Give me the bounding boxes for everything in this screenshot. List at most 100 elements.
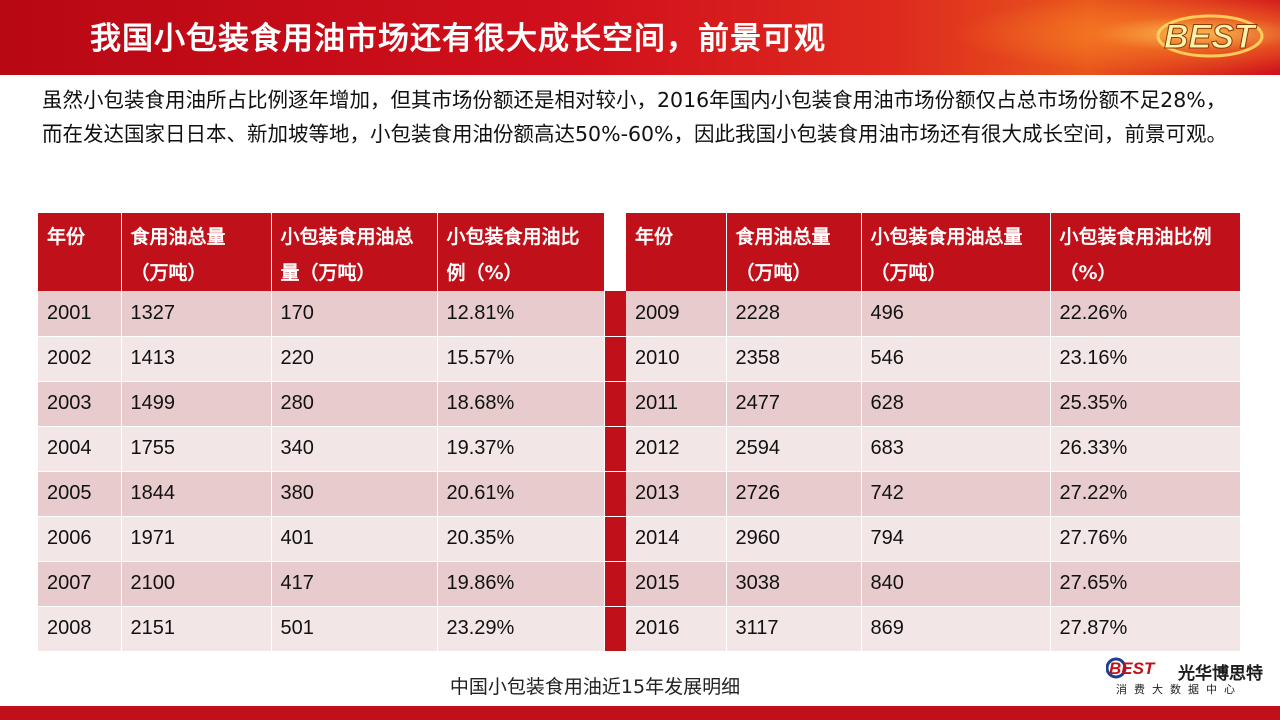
title-banner: 我国小包装食用油市场还有很大成长空间，前景可观 BEST xyxy=(0,0,1280,75)
table-cell: 23.16% xyxy=(1050,336,1241,382)
table-cell: 19.37% xyxy=(437,426,605,472)
gap-bar xyxy=(604,291,627,336)
table-gap xyxy=(604,336,627,382)
table-cell: 2007 xyxy=(38,561,122,607)
table-cell: 2016 xyxy=(626,606,727,652)
table-gap xyxy=(604,471,627,517)
table-cell: 2014 xyxy=(626,516,727,562)
table-cell: 27.22% xyxy=(1050,471,1241,517)
table-cell: 3117 xyxy=(726,606,862,652)
table-cell: 2358 xyxy=(726,336,862,382)
table-cell: 2006 xyxy=(38,516,122,562)
table-cell: 2010 xyxy=(626,336,727,382)
table-gap xyxy=(604,561,627,607)
svg-text:BEST: BEST xyxy=(1164,18,1258,56)
column-header: 小包装食用油总量（万吨） xyxy=(861,213,1051,291)
table-gap xyxy=(604,381,627,427)
table-cell: 628 xyxy=(861,381,1051,427)
table-caption: 中国小包装食用油近15年发展明细 xyxy=(449,676,741,698)
table-header-row: 年份 食用油总量（万吨） 小包装食用油总量（万吨） 小包装食用油比例（%） 年份 食用油总… xyxy=(38,213,1241,291)
table-gap xyxy=(604,426,627,472)
table-gap xyxy=(604,516,627,562)
table-cell: 20.61% xyxy=(437,471,605,517)
table-cell: 2003 xyxy=(38,381,122,427)
table-cell: 27.76% xyxy=(1050,516,1241,562)
table-cell: 1413 xyxy=(121,336,272,382)
table-cell: 546 xyxy=(861,336,1051,382)
table-cell: 1755 xyxy=(121,426,272,472)
table-cell: 742 xyxy=(861,471,1051,517)
column-header: 小包装食用油比例（%） xyxy=(1050,213,1241,291)
table-cell: 401 xyxy=(271,516,438,562)
table-row: 2008 2151 501 23.29% 2016 3117 869 27.87% xyxy=(38,606,1241,652)
column-header: 食用油总量（万吨） xyxy=(121,213,272,291)
table-cell: 1327 xyxy=(121,291,272,337)
table-gap xyxy=(604,606,627,652)
table-cell: 170 xyxy=(271,291,438,337)
table-cell: 2013 xyxy=(626,471,727,517)
table-cell: 12.81% xyxy=(437,291,605,337)
bottom-bar xyxy=(0,706,1280,720)
table-cell: 1971 xyxy=(121,516,272,562)
table-cell: 26.33% xyxy=(1050,426,1241,472)
page-title: 我国小包装食用油市场还有很大成长空间，前景可观 xyxy=(90,21,826,57)
table-cell: 2477 xyxy=(726,381,862,427)
best-logo-icon: BEST xyxy=(1156,14,1264,58)
table-gap xyxy=(604,291,627,337)
table-row: 2006 1971 401 20.35% 2014 2960 794 27.76% xyxy=(38,516,1241,562)
column-header: 年份 xyxy=(626,213,727,291)
table-cell: 2594 xyxy=(726,426,862,472)
best-brand-icon: BEST xyxy=(1106,657,1156,679)
table-cell: 380 xyxy=(271,471,438,517)
table-cell: 496 xyxy=(861,291,1051,337)
svg-text:BEST: BEST xyxy=(1109,659,1156,678)
intro-paragraph: 虽然小包装食用油所占比例逐年增加，但其市场份额还是相对较小，2016年国内小包装… xyxy=(42,88,1228,146)
table-cell: 794 xyxy=(861,516,1051,562)
brand-footer: BEST 光华博思特 消费大数据中心 xyxy=(1106,657,1266,701)
table-cell: 1499 xyxy=(121,381,272,427)
table-cell: 22.26% xyxy=(1050,291,1241,337)
table-cell: 840 xyxy=(861,561,1051,607)
table-cell: 19.86% xyxy=(437,561,605,607)
table-cell: 2005 xyxy=(38,471,122,517)
table-cell: 2012 xyxy=(626,426,727,472)
brand-name: 光华博思特 xyxy=(1178,664,1263,684)
table-row: 2005 1844 380 20.61% 2013 2726 742 27.22% xyxy=(38,471,1241,517)
column-header: 小包装食用油比例（%） xyxy=(437,213,605,291)
table-cell: 2015 xyxy=(626,561,727,607)
table-cell: 220 xyxy=(271,336,438,382)
gap-bar xyxy=(604,516,627,561)
table-cell: 501 xyxy=(271,606,438,652)
table-cell: 25.35% xyxy=(1050,381,1241,427)
table-cell: 683 xyxy=(861,426,1051,472)
table-cell: 340 xyxy=(271,426,438,472)
table-cell: 869 xyxy=(861,606,1051,652)
table-cell: 2002 xyxy=(38,336,122,382)
table-cell: 1844 xyxy=(121,471,272,517)
table-row: 2007 2100 417 19.86% 2015 3038 840 27.65% xyxy=(38,561,1241,607)
gap-bar xyxy=(604,426,627,471)
table-cell: 18.68% xyxy=(437,381,605,427)
table-row: 2003 1499 280 18.68% 2011 2477 628 25.35% xyxy=(38,381,1241,427)
table-cell: 2011 xyxy=(626,381,727,427)
table-cell: 3038 xyxy=(726,561,862,607)
table-cell: 280 xyxy=(271,381,438,427)
table-cell: 2004 xyxy=(38,426,122,472)
table-cell: 15.57% xyxy=(437,336,605,382)
table-cell: 2151 xyxy=(121,606,272,652)
table-cell: 2960 xyxy=(726,516,862,562)
column-gap xyxy=(604,213,626,291)
column-header: 年份 xyxy=(38,213,122,291)
table-cell: 27.87% xyxy=(1050,606,1241,652)
table-row: 2002 1413 220 15.57% 2010 2358 546 23.16% xyxy=(38,336,1241,382)
gap-bar xyxy=(604,606,627,651)
banner-glow xyxy=(950,0,1280,75)
gap-bar xyxy=(604,336,627,381)
table-row: 2001 1327 170 12.81% 2009 2228 496 22.26% xyxy=(38,291,1241,337)
table-cell: 20.35% xyxy=(437,516,605,562)
gap-bar xyxy=(604,471,627,516)
data-table: 年份 食用油总量（万吨） 小包装食用油总量（万吨） 小包装食用油比例（%） 年份 食用油总… xyxy=(38,213,1241,652)
table-cell: 23.29% xyxy=(437,606,605,652)
table-cell: 417 xyxy=(271,561,438,607)
column-header: 食用油总量（万吨） xyxy=(726,213,862,291)
